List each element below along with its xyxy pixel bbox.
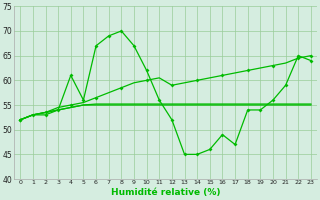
X-axis label: Humidité relative (%): Humidité relative (%)	[111, 188, 220, 197]
